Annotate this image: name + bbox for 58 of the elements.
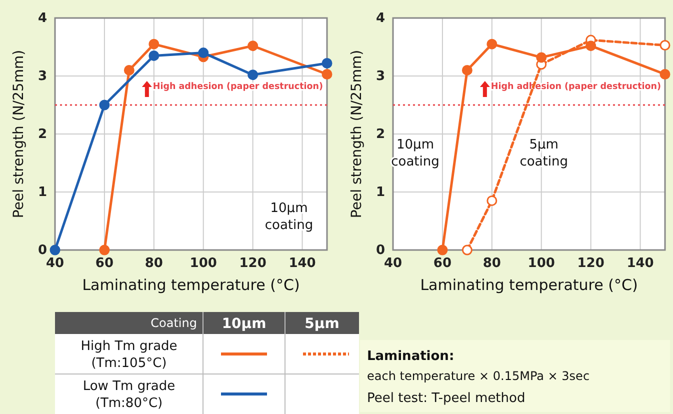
x-tick-label: 80 <box>144 256 163 272</box>
text: Coating <box>150 316 197 330</box>
x-tick-label: 100 <box>528 256 555 272</box>
y-axis-title: Peel strength (N/25mm) <box>349 50 365 218</box>
annotation: 10μm coating <box>264 201 314 233</box>
point <box>99 244 110 256</box>
y-tick-label: 4 <box>376 11 385 26</box>
point <box>660 69 670 80</box>
y-tick-label: 0 <box>38 243 47 258</box>
annotation: 5μm coating <box>520 138 568 170</box>
point <box>462 244 472 256</box>
y-tick-label: 4 <box>38 11 47 26</box>
point <box>148 38 160 50</box>
point <box>586 40 596 52</box>
x-tick-label: 140 <box>626 256 654 272</box>
y-tick-label: 0 <box>376 243 385 258</box>
x-tick-label: 40 <box>46 256 64 272</box>
y-tick-label: 3 <box>376 69 385 84</box>
point <box>486 195 498 206</box>
y-tick-label: 1 <box>38 185 47 200</box>
y-axis-title: Peel strength (N/25mm) <box>11 50 27 218</box>
y-tick-label: 1 <box>376 185 385 200</box>
point <box>486 38 498 50</box>
point <box>148 50 160 61</box>
ref-line-label: High adhesion (paper destruction) <box>152 82 328 92</box>
point <box>660 40 670 51</box>
x-tick-label: 40 <box>384 256 402 272</box>
x-tick-label: 140 <box>288 256 316 272</box>
point <box>124 64 134 76</box>
point <box>248 70 258 80</box>
x-axis-title: Laminating temperature (°C) <box>82 276 300 294</box>
x-tick-label: 80 <box>482 256 501 272</box>
text: 5μm <box>304 316 340 332</box>
x-axis-title: Laminating temperature (°C) <box>420 276 638 294</box>
text: Low Tm grade (Tm:80°C) <box>82 379 176 411</box>
text: Peel test: T-peel method <box>367 391 526 406</box>
point <box>322 58 332 68</box>
text: High Tm grade (Tm:105°C) <box>80 339 178 371</box>
x-tick-label: 100 <box>190 256 217 272</box>
x-tick-label: 120 <box>239 256 266 272</box>
y-tick-label: 2 <box>38 127 47 142</box>
point <box>462 64 472 76</box>
x-tick-label: 60 <box>95 256 114 272</box>
x-tick-label: 60 <box>433 256 452 272</box>
point <box>437 244 448 256</box>
point <box>536 52 547 63</box>
text: Lamination: <box>367 349 454 364</box>
point <box>99 100 110 110</box>
text: each temperature × 0.15MPa × 3sec <box>367 369 590 383</box>
text: 10μm <box>222 316 266 332</box>
point <box>322 69 332 80</box>
y-tick-label: 2 <box>376 127 385 142</box>
x-tick-label: 120 <box>577 256 604 272</box>
point <box>248 40 258 52</box>
annotation: 10μm coating <box>391 138 440 170</box>
y-tick-label: 3 <box>38 69 47 84</box>
point <box>198 48 209 58</box>
point <box>50 244 60 256</box>
